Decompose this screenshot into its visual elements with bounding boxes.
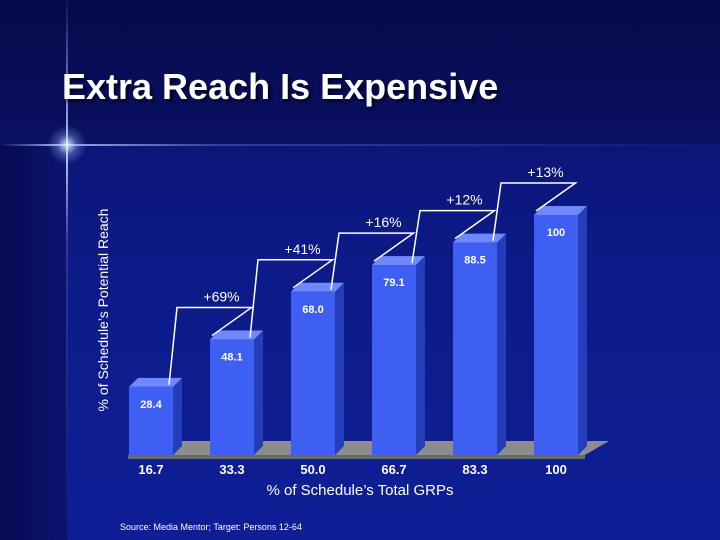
change-callout-line: [330, 232, 416, 290]
change-label: +16%: [365, 214, 401, 230]
change-callout-line: [249, 259, 335, 338]
change-callout-line: [168, 306, 254, 385]
y-axis-label: % of Schedule’s Potential Reach: [95, 208, 111, 412]
flare-vertical-line: [66, 0, 68, 540]
change-callout-line: [492, 182, 578, 241]
bar-value-label: 88.5: [464, 255, 485, 267]
x-tick-label: 100: [545, 462, 567, 477]
bar-top: [534, 206, 587, 215]
x-axis-label: % of Schedule’s Total GRPs: [266, 482, 454, 499]
bar: [291, 291, 335, 455]
bar: [210, 339, 254, 455]
x-tick-label: 16.7: [138, 462, 163, 477]
bar-side: [254, 330, 263, 455]
x-tick-label: 50.0: [300, 462, 325, 477]
x-tick-label: 66.7: [381, 462, 406, 477]
bar-value-label: 48.1: [221, 352, 242, 364]
title-band: [0, 0, 720, 145]
page-title: Extra Reach Is Expensive: [62, 66, 499, 107]
bar-side: [578, 206, 587, 455]
chart-floor-edge: [128, 455, 585, 459]
x-tick-label: 33.3: [219, 462, 244, 477]
source-note: Source: Media Mentor; Target: Persons 12…: [120, 522, 302, 532]
bar-value-label: 100: [547, 227, 565, 239]
change-label: +41%: [284, 241, 320, 257]
flare-star-icon: [47, 125, 87, 165]
left-band: [0, 145, 68, 540]
bar-value-label: 28.4: [140, 399, 162, 411]
bar: [129, 386, 173, 455]
change-label: +12%: [446, 192, 482, 208]
bar-side: [173, 377, 182, 455]
x-tick-label: 83.3: [462, 462, 487, 477]
bar-side: [416, 256, 425, 455]
change-callout-line: [411, 209, 497, 264]
bar-side: [497, 233, 506, 455]
bar-top: [129, 377, 182, 387]
bar: [453, 242, 497, 455]
change-label: +13%: [527, 164, 563, 180]
bar-value-label: 79.1: [383, 277, 404, 289]
change-label: +69%: [203, 289, 239, 305]
bar-value-label: 68.0: [302, 304, 323, 316]
flare-horizontal-line: [0, 144, 720, 146]
bar-side: [335, 282, 344, 455]
bar: [534, 215, 578, 455]
bar: [372, 265, 416, 455]
